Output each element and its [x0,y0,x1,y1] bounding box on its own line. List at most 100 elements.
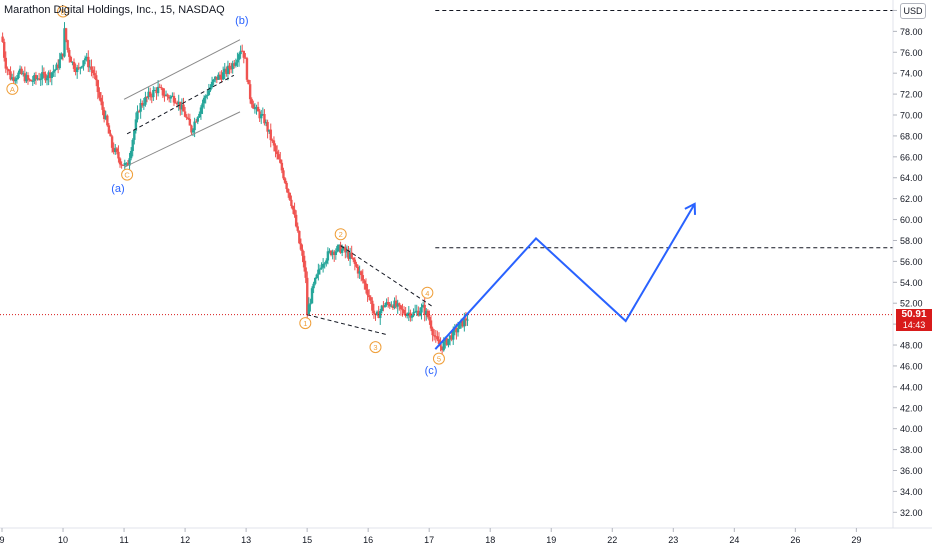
candle-body [122,164,125,166]
candle-body [155,89,158,94]
candle-body [160,87,163,89]
candle-body [182,104,185,112]
candle-body [277,154,280,160]
candle-body [42,72,46,74]
price-tick-label: 40.00 [900,424,923,434]
candle-body [204,96,207,98]
wave-label: 4 [425,289,429,298]
candle-body [4,57,7,69]
candle-body [394,300,398,307]
candle-body [258,111,261,119]
candle-body [41,72,44,80]
candle-body [304,267,307,278]
candle-body [398,303,401,306]
candle-body [158,86,161,88]
candle-body [372,310,376,314]
candle-body [236,59,239,63]
time-axis[interactable]: 9 10 11 12 13 15 16 17 18 19 22 23 24 26 29 [0,527,932,545]
candle-body [196,117,199,122]
candle-body [434,336,437,338]
candle-body [88,66,92,68]
candle-body [418,312,422,316]
candle-body [244,57,247,59]
wave-label-circle [421,286,434,299]
candle-body [52,71,55,73]
candle-body [325,260,328,264]
time-tick-label: 10 [58,535,68,545]
candle-body [179,101,182,110]
candle-body [166,94,169,97]
candle-body [406,313,409,316]
price-tick-label: 60.00 [900,215,923,225]
candle-body [396,303,399,307]
candle-body [363,280,366,284]
candle-body [77,67,80,69]
candle-body [296,226,299,231]
wave-label: 5 [437,355,441,364]
price-axis[interactable]: 32.00 34.00 36.00 38.00 40.00 42.00 44.00 46.00… [892,0,923,528]
candle-body [141,103,144,106]
candle-body [87,56,90,68]
candle-body [188,118,192,126]
candle-body [283,178,287,183]
candle-body [228,65,231,69]
wave-label: (b) [235,15,248,27]
wave-label-circle [432,352,445,365]
candle-body [72,61,76,69]
candle-body [37,78,41,80]
price-tick-label: 62.00 [900,194,923,204]
candle-body [137,111,141,113]
candle-body [333,251,336,255]
candle-body [390,305,393,307]
candle-body [80,66,84,68]
wave-label-circle [369,341,382,354]
candle-body [125,162,128,164]
candle-body [61,53,65,57]
candle-body [128,158,131,166]
candle-body [17,72,20,79]
candle-body [248,84,252,100]
candle-body [410,315,414,318]
candle-body [133,130,136,140]
candle-body [261,114,265,116]
candle-body [193,121,196,131]
price-tick-label: 36.00 [900,466,923,476]
candle-body [231,63,234,70]
candle-body [264,121,268,124]
candle-body [134,119,138,131]
candle-body [129,151,133,159]
candle-body [95,75,98,81]
candle-body [98,92,101,98]
candle-body [285,182,288,190]
price-tick-label: 64.00 [900,173,923,183]
candle-body [209,87,212,91]
candle-body [145,96,149,98]
currency-badge[interactable]: USD [900,3,926,19]
candle-body [56,64,60,69]
price-tick-label: 34.00 [900,487,923,497]
time-tick-label: 22 [607,535,617,545]
candle-body [212,79,215,82]
wave-label: C [124,171,130,180]
candle-body [260,114,263,119]
wave-labels-layer: A B C(a) (b) 1 2 3 4 5(c) [6,5,445,377]
price-tick-label: 58.00 [900,236,923,246]
candle-body [288,192,292,200]
candle-body [461,320,464,327]
candle-body [279,159,282,163]
candle-body [293,209,296,215]
candle-body [112,147,115,153]
candle-body [450,335,453,340]
candle-body [339,244,342,253]
candle-body [172,95,176,103]
candle-body [360,271,363,276]
candle-body [310,288,314,304]
candle-body [353,259,357,264]
candle-body [74,68,77,73]
price-tick-label: 52.00 [900,299,923,309]
candle-body [420,307,423,313]
chart-title: Marathon Digital Holdings, Inc., 15, NAS… [4,4,225,16]
candle-body [345,251,349,253]
candle-body [23,73,27,82]
